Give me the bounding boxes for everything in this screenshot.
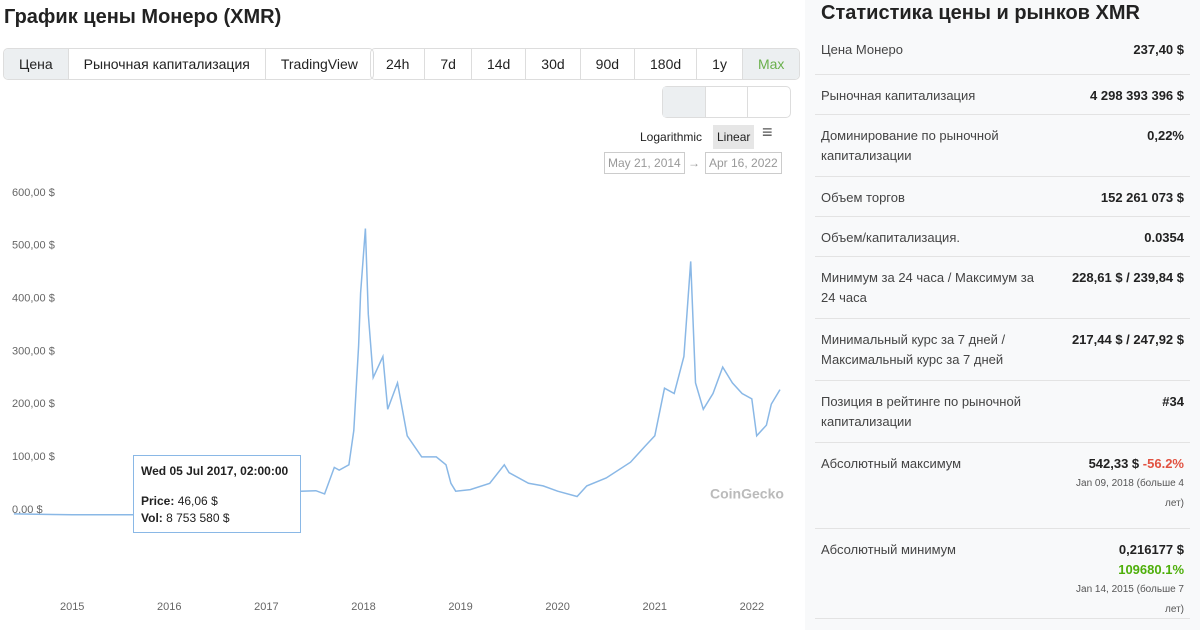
view-tabs: Цена Рыночная капитализация TradingView (3, 48, 374, 80)
stats-value-box: 0,216177 $ 109680.1% Jan 14, 2015 (больше… (1064, 540, 1184, 620)
price-chart: CoinGecko 0,00 $ 100,00 $ 200,00 $ 300,00 $… (12, 187, 784, 613)
range-tab[interactable]: 180d (635, 49, 698, 79)
stats-row: Абсолютный максимум 542,33 $ -56.2% Jan 09… (815, 442, 1190, 529)
x-tick-label: 2021 (643, 601, 667, 613)
stats-label: Доминирование по рыночной капитализации (821, 128, 999, 163)
stats-label: Объем торгов (821, 190, 905, 205)
x-tick-label: 2017 (254, 601, 278, 613)
x-tick-label: 2019 (448, 601, 472, 613)
stats-value-box: 152 261 073 $ (1064, 188, 1184, 208)
range-tab[interactable]: 7d (425, 49, 472, 79)
stats-row: Рыночная капитализация 4 298 393 396 $ (815, 74, 1190, 115)
tooltip-date: Wed 05 Jul 2017, 02:00:00 (141, 464, 289, 478)
stats-value-box: 0,22% (1064, 126, 1184, 146)
stats-label: Абсолютный минимум (821, 542, 956, 557)
tooltip-vol-label: Vol: (141, 511, 163, 525)
stats-title: Статистика цены и рынков XMR (821, 2, 1140, 24)
view-tab[interactable]: Цена (4, 49, 69, 79)
stats-value-box: 542,33 $ -56.2% Jan 09, 2018 (больше 4 ле… (1064, 454, 1184, 514)
stats-panel: Статистика цены и рынков XMR Цена Монеро… (805, 0, 1200, 630)
x-tick-label: 2020 (545, 601, 569, 613)
chart-type-buttons (662, 86, 791, 118)
y-tick-label: 400,00 $ (12, 293, 55, 305)
stats-label: Цена Монеро (821, 42, 903, 57)
watermark: CoinGecko (710, 486, 784, 502)
line-button[interactable] (663, 87, 706, 117)
x-tick-label: 2018 (351, 601, 375, 613)
tooltip-price-label: Price: (141, 494, 175, 508)
stats-value: 0.0354 (1144, 230, 1184, 245)
stats-row: Цена Монеро 237,40 $ (815, 28, 1190, 75)
stats-row: Доминирование по рыночной капитализации 0… (815, 114, 1190, 177)
x-tick-label: 2015 (60, 601, 84, 613)
y-tick-label: 200,00 $ (12, 398, 55, 410)
stats-label: Позиция в рейтинге по рыночной капитализ… (821, 394, 1021, 429)
view-tab[interactable]: Рыночная капитализация (69, 49, 266, 79)
menu-icon[interactable]: ≡ (762, 122, 773, 142)
stats-label: Рыночная капитализация (821, 88, 976, 103)
date-to[interactable]: Apr 16, 2022 (705, 152, 782, 174)
range-tab[interactable]: 14d (472, 49, 527, 79)
stats-row: Позиция в рейтинге по рыночной капитализ… (815, 380, 1190, 443)
x-tick-label: 2016 (157, 601, 181, 613)
stats-row: Объем/капитализация. 0.0354 (815, 216, 1190, 257)
stats-value-box: 237,40 $ (1064, 40, 1184, 60)
range-tab[interactable]: 30d (526, 49, 581, 79)
stats-change: -56.2% (1142, 456, 1184, 471)
candle-button[interactable] (706, 87, 749, 117)
range-tab[interactable]: Max (742, 49, 800, 79)
stats-value-box: 4 298 393 396 $ (1064, 86, 1184, 106)
stats-value: 237,40 $ (1133, 42, 1184, 57)
page-title: График цены Монеро (XMR) (4, 6, 282, 28)
x-tick-label: 2022 (740, 601, 764, 613)
tooltip: Wed 05 Jul 2017, 02:00:00 Price: 46,06 $… (133, 455, 301, 533)
stats-label: Минимум за 24 часа / Максимум за 24 часа (821, 270, 1034, 305)
y-tick-label: 600,00 $ (12, 187, 55, 199)
y-tick-label: 300,00 $ (12, 345, 55, 357)
stats-value: 4 298 393 396 $ (1090, 88, 1184, 103)
y-tick-label: 0,00 $ (12, 504, 43, 516)
stats-value-box: 228,61 $ / 239,84 $ (1064, 268, 1184, 288)
date-arrow: → (688, 156, 700, 170)
date-from[interactable]: May 21, 2014 (604, 152, 685, 174)
linear-toggle[interactable]: Linear (713, 125, 755, 149)
stats-value: 0,22% (1147, 128, 1184, 143)
y-tick-label: 100,00 $ (12, 451, 55, 463)
range-tab[interactable]: 24h (371, 49, 426, 79)
stats-row: Минимум за 24 часа / Максимум за 24 часа… (815, 256, 1190, 319)
stats-value-box: 0.0354 (1064, 228, 1184, 248)
stats-value: 228,61 $ / 239,84 $ (1071, 270, 1184, 285)
tooltip-vol: 8 753 580 $ (166, 511, 230, 525)
stats-value: 0,216177 $ (1118, 542, 1184, 557)
log-toggle[interactable]: Logarithmic (640, 130, 703, 144)
stats-label: Объем/капитализация. (821, 230, 960, 245)
stats-value: #34 (1162, 394, 1184, 409)
stats-value: 542,33 $ (1088, 456, 1140, 471)
tooltip-price: 46,06 $ (177, 494, 218, 508)
y-tick-label: 500,00 $ (12, 240, 55, 252)
stats-note: Jan 14, 2015 (больше 7 лет) (1076, 584, 1184, 615)
stats-note: Jan 09, 2018 (больше 4 лет) (1076, 478, 1184, 509)
stats-label: Абсолютный максимум (821, 456, 962, 471)
stats-change: 109680.1% (1118, 562, 1184, 577)
stats-row: Абсолютный минимум 0,216177 $ 109680.1% Ja… (815, 528, 1190, 619)
range-tab[interactable]: 90d (581, 49, 636, 79)
stats-value: 152 261 073 $ (1100, 190, 1184, 205)
stats-value-box: 217,44 $ / 247,92 $ (1064, 330, 1184, 350)
stats-value-box: #34 (1064, 392, 1184, 412)
price-line (13, 228, 781, 516)
stats-label: Минимальный курс за 7 дней / Максимальны… (821, 332, 1006, 367)
view-tab[interactable]: TradingView (280, 56, 358, 72)
range-tabs: 24h 7d 14d 30d 90d 180d 1y Max (370, 48, 801, 80)
stats-value: 217,44 $ / 247,92 $ (1071, 332, 1184, 347)
stats-row: Объем торгов 152 261 073 $ (815, 176, 1190, 217)
range-tab[interactable]: 1y (697, 49, 743, 79)
stats-row: Минимальный курс за 7 дней / Максимальны… (815, 318, 1190, 381)
